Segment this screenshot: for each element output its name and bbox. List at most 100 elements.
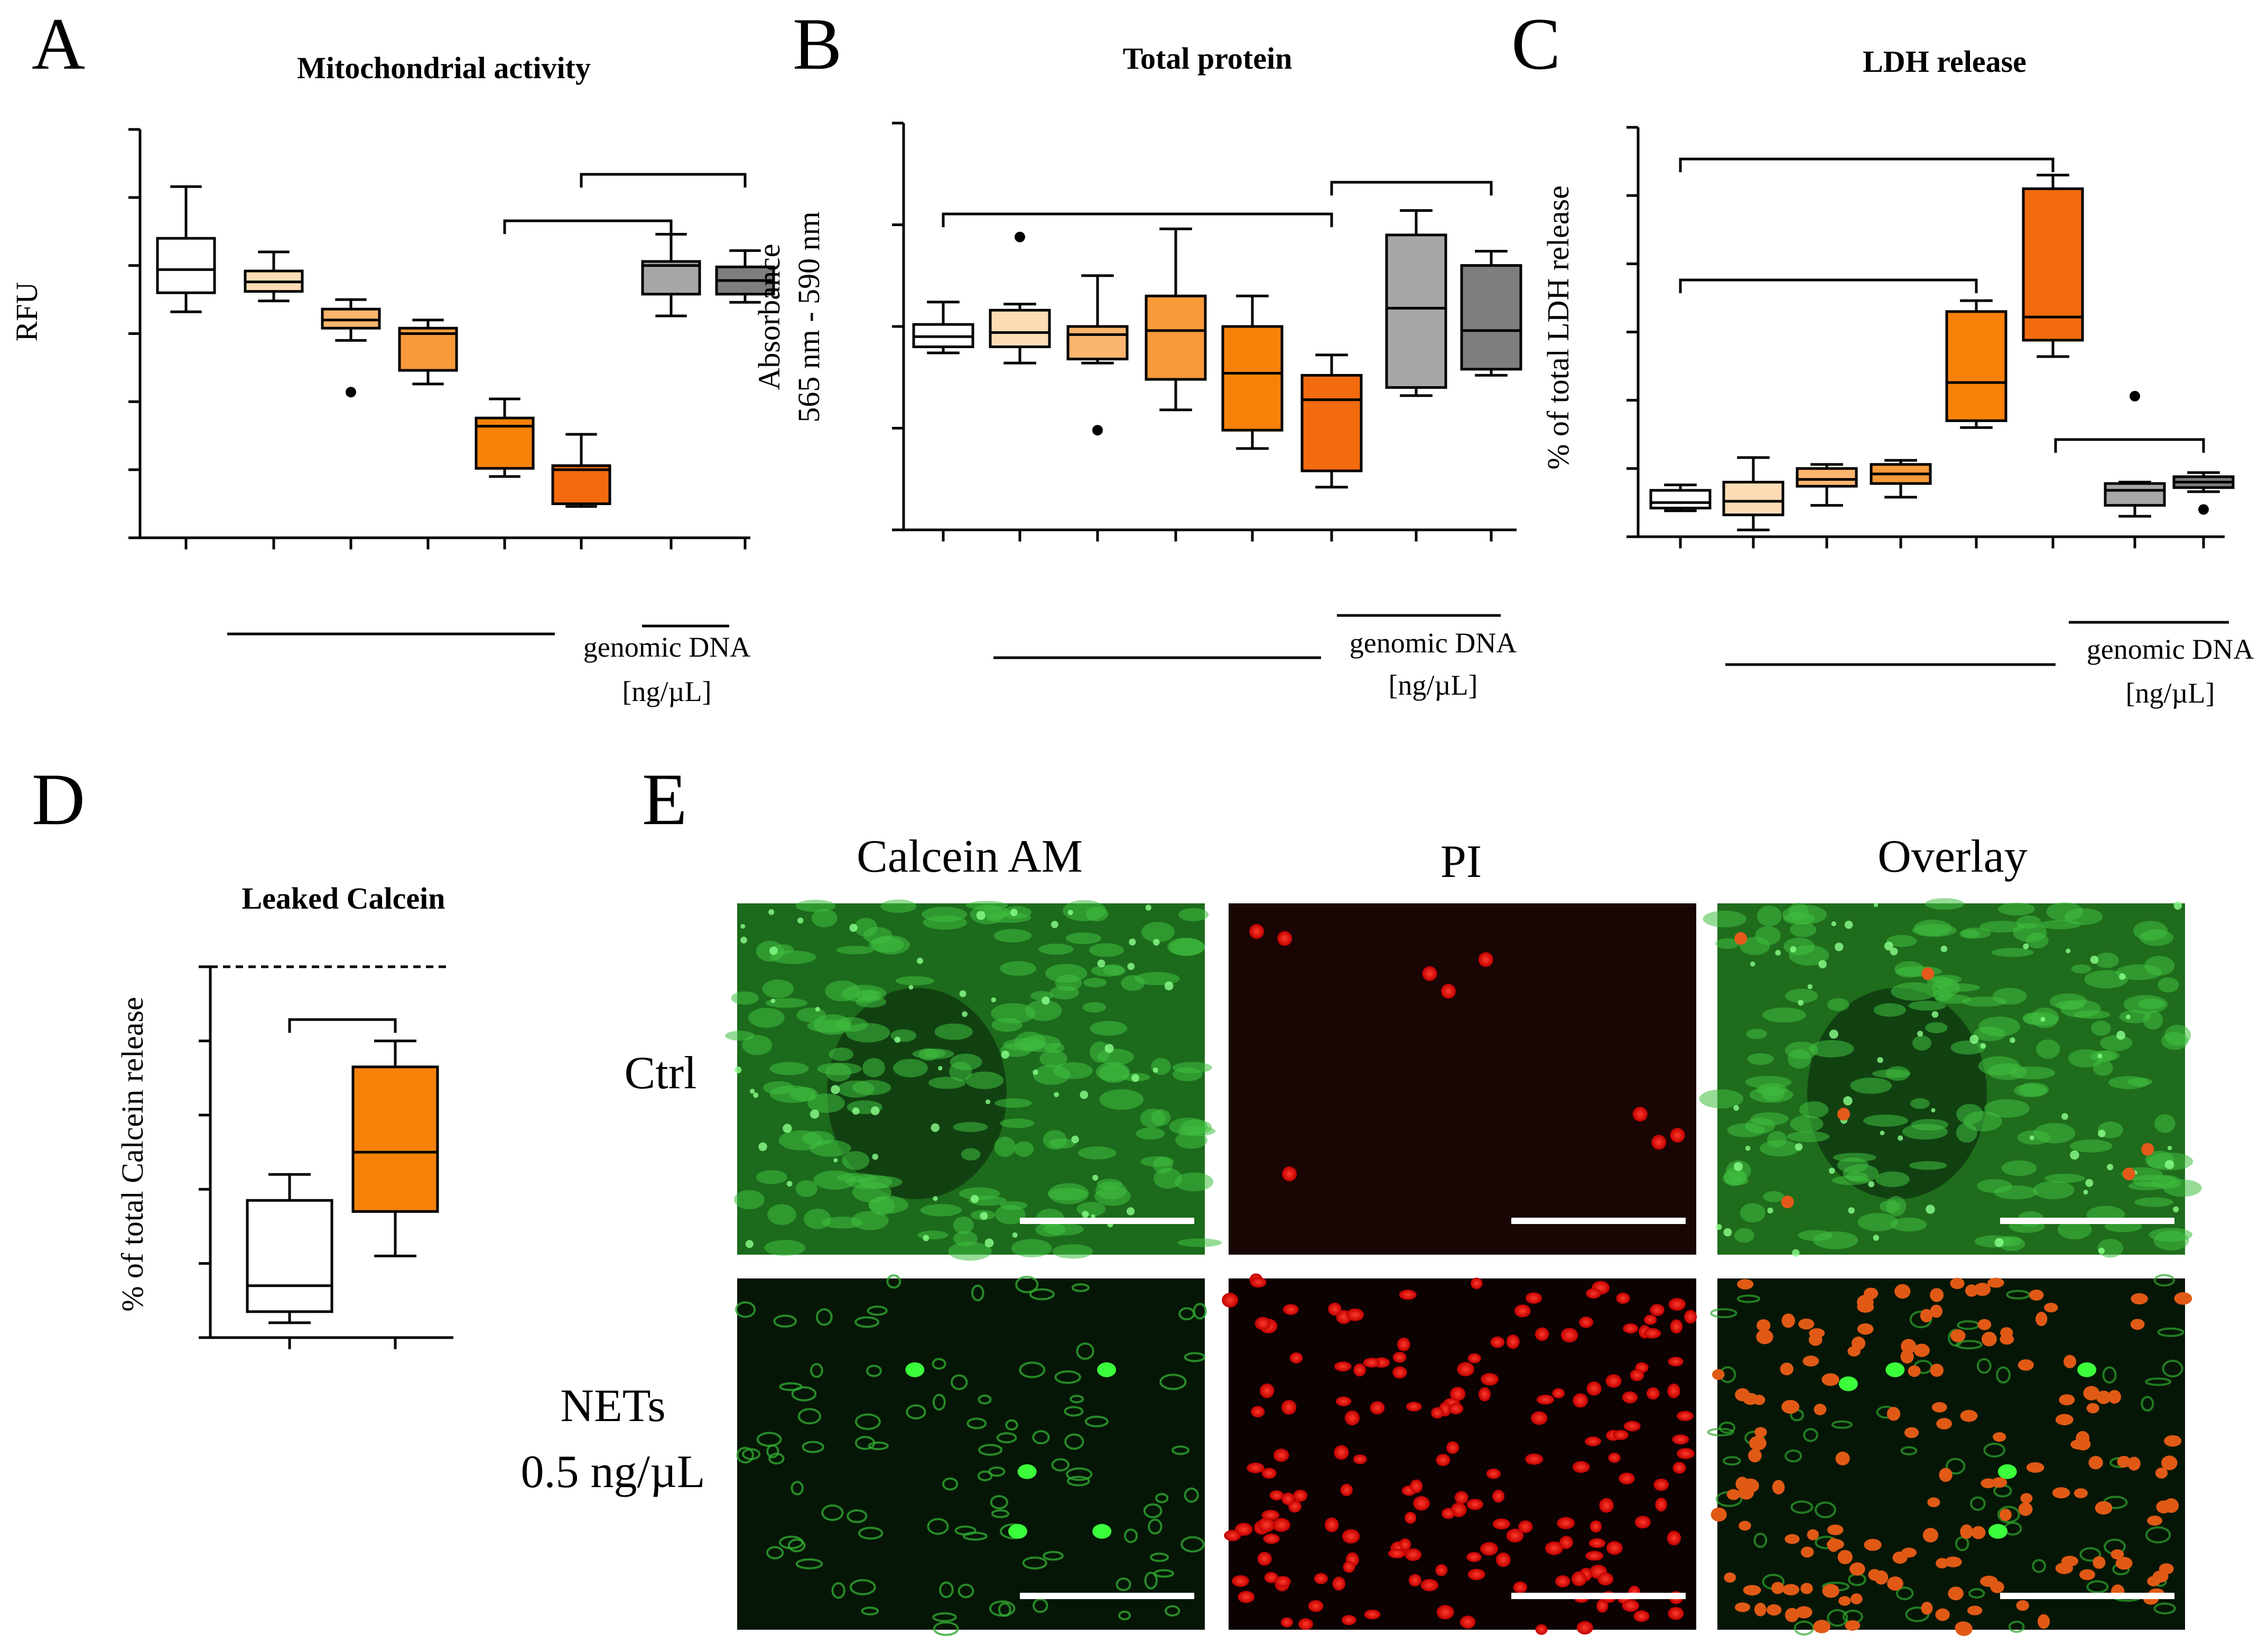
micro-cell-outline bbox=[1032, 1430, 1050, 1445]
micro-red-cell bbox=[1921, 967, 1935, 980]
micro-spot bbox=[1033, 1069, 1038, 1075]
micro-cell bbox=[852, 1080, 891, 1096]
box-iqr bbox=[1945, 310, 2007, 422]
micro-overlay-cell bbox=[1901, 1339, 1917, 1354]
micro-overlay-cell bbox=[1814, 1404, 1827, 1416]
box-plot-3 bbox=[1145, 227, 1207, 412]
micro-spot bbox=[1880, 1131, 1885, 1136]
micro-overlay-cell bbox=[1712, 1369, 1725, 1380]
micro-overlay-cell bbox=[1981, 1478, 1996, 1489]
micro-red-cell bbox=[1585, 1550, 1604, 1561]
micro-cell-outline bbox=[802, 1441, 824, 1453]
micro-red-cell bbox=[1281, 1400, 1297, 1415]
micro-overlay-cell bbox=[1974, 1283, 1991, 1296]
micro-cell bbox=[1177, 1238, 1222, 1247]
micro-red-cell bbox=[1282, 1166, 1297, 1182]
micro-red-cell bbox=[1560, 1328, 1578, 1343]
box-plot-1 bbox=[989, 231, 1051, 365]
micro-red-cell bbox=[1667, 1530, 1681, 1546]
micro-overlay-cell bbox=[2074, 1488, 2088, 1498]
micro-overlay-cell bbox=[1991, 1477, 2007, 1488]
micro-red-cell bbox=[1422, 966, 1437, 981]
micro-cell-outline bbox=[977, 1470, 993, 1481]
micro-spot bbox=[2061, 1113, 2068, 1120]
micro-cell bbox=[924, 1049, 946, 1058]
micro-red-cell bbox=[1596, 1599, 1609, 1613]
micro-overlay-cell bbox=[1784, 1608, 1799, 1622]
micro-overlay-cell bbox=[2130, 1319, 2145, 1330]
micro-red-cell bbox=[1466, 1552, 1482, 1562]
box-plot-2 bbox=[1796, 463, 1858, 507]
micro-spot bbox=[2116, 1031, 2126, 1040]
micro-overlay-cell bbox=[1967, 1605, 1983, 1615]
micro-cell bbox=[765, 998, 808, 1008]
micro-cell bbox=[1745, 1076, 1792, 1089]
micro-overlay-cell bbox=[2108, 1390, 2122, 1404]
micro-overlay-cell bbox=[1822, 1584, 1839, 1598]
micro-spot bbox=[1868, 1181, 1875, 1188]
micro-cell-outline bbox=[854, 1316, 880, 1328]
box-iqr bbox=[989, 309, 1051, 349]
micro-cell bbox=[1813, 1231, 1858, 1249]
micro-spot bbox=[1890, 947, 1898, 956]
micro-red-cell bbox=[1677, 1448, 1695, 1459]
micro-cell bbox=[811, 909, 838, 928]
micro-red-cell bbox=[1353, 1454, 1367, 1464]
micro-overlay-cell bbox=[1936, 1558, 1949, 1568]
chart-b-marks: genomic DNA [ng/µL] bbox=[892, 122, 1522, 701]
box-iqr bbox=[551, 464, 611, 506]
box-plot-7 bbox=[1460, 250, 1522, 377]
micro-red-cell bbox=[1363, 1358, 1380, 1368]
micro-spot bbox=[870, 1106, 880, 1116]
chart-a-title: Mitochondrial activity bbox=[297, 51, 591, 85]
chart-d-marks bbox=[199, 965, 453, 1349]
box-plot-5 bbox=[551, 433, 611, 508]
micro-spot bbox=[783, 1124, 792, 1133]
micro-cell bbox=[993, 929, 1032, 943]
micro-red-cell bbox=[1408, 1574, 1421, 1587]
box-iqr bbox=[2104, 482, 2166, 507]
micro-cell-outline bbox=[1996, 1366, 2011, 1384]
micro-overlay-cell bbox=[1921, 1601, 1933, 1615]
significance-bracket bbox=[503, 219, 673, 234]
micro-overlay-cell bbox=[1981, 1331, 1997, 1347]
outlier-point bbox=[1015, 231, 1025, 242]
micro-cell-outline bbox=[1076, 1342, 1094, 1360]
micro-red-cell bbox=[1513, 1581, 1528, 1593]
micro-cell-outline bbox=[858, 1527, 884, 1540]
micro-spot bbox=[931, 1123, 940, 1132]
micro-cell-outline bbox=[998, 1602, 1011, 1617]
micro-cell bbox=[1785, 1041, 1818, 1059]
micro-cell bbox=[1103, 964, 1124, 976]
micro-spot bbox=[1716, 1224, 1722, 1230]
micro-spot bbox=[1818, 960, 1827, 969]
panel-letter-d: D bbox=[32, 759, 85, 840]
micro-spot bbox=[986, 1099, 991, 1105]
micro-overlay-cell bbox=[1999, 1508, 2012, 1521]
box-iqr bbox=[321, 307, 381, 330]
micro-row-dose: 0.5 ng/µL bbox=[521, 1446, 705, 1498]
micro-bright-cell bbox=[1988, 1524, 2007, 1539]
micro-red-cell bbox=[1436, 1605, 1454, 1620]
micro-spot bbox=[1775, 950, 1781, 956]
micro-col-pi: PI bbox=[1440, 836, 1482, 888]
box-plot-1 bbox=[1722, 456, 1784, 531]
micro-overlay-cell bbox=[2147, 1576, 2161, 1586]
box-plot-3 bbox=[398, 319, 458, 386]
micro-red-cell bbox=[1344, 1411, 1360, 1426]
chart-b-total-protein: Total protein Absorbance 565 nm - 590 nm… bbox=[752, 41, 1522, 701]
micro-overlay-cell bbox=[1724, 1572, 1736, 1583]
micro-cell-outline bbox=[1723, 1456, 1741, 1466]
micro-spot bbox=[831, 1085, 840, 1095]
micro-cell bbox=[1799, 1101, 1829, 1118]
micro-cell bbox=[1052, 1244, 1093, 1259]
micro-scale-bar bbox=[2000, 1218, 2174, 1224]
micro-spot bbox=[2167, 1145, 2172, 1151]
micro-spot bbox=[1051, 921, 1058, 928]
outlier-point bbox=[2198, 504, 2209, 515]
micro-tile-ctrl-overlay bbox=[1699, 898, 2202, 1258]
micro-cell-outline bbox=[990, 1495, 1008, 1510]
micro-overlay-cell bbox=[1948, 1586, 1964, 1601]
micro-cell-outline bbox=[2162, 1359, 2183, 1378]
